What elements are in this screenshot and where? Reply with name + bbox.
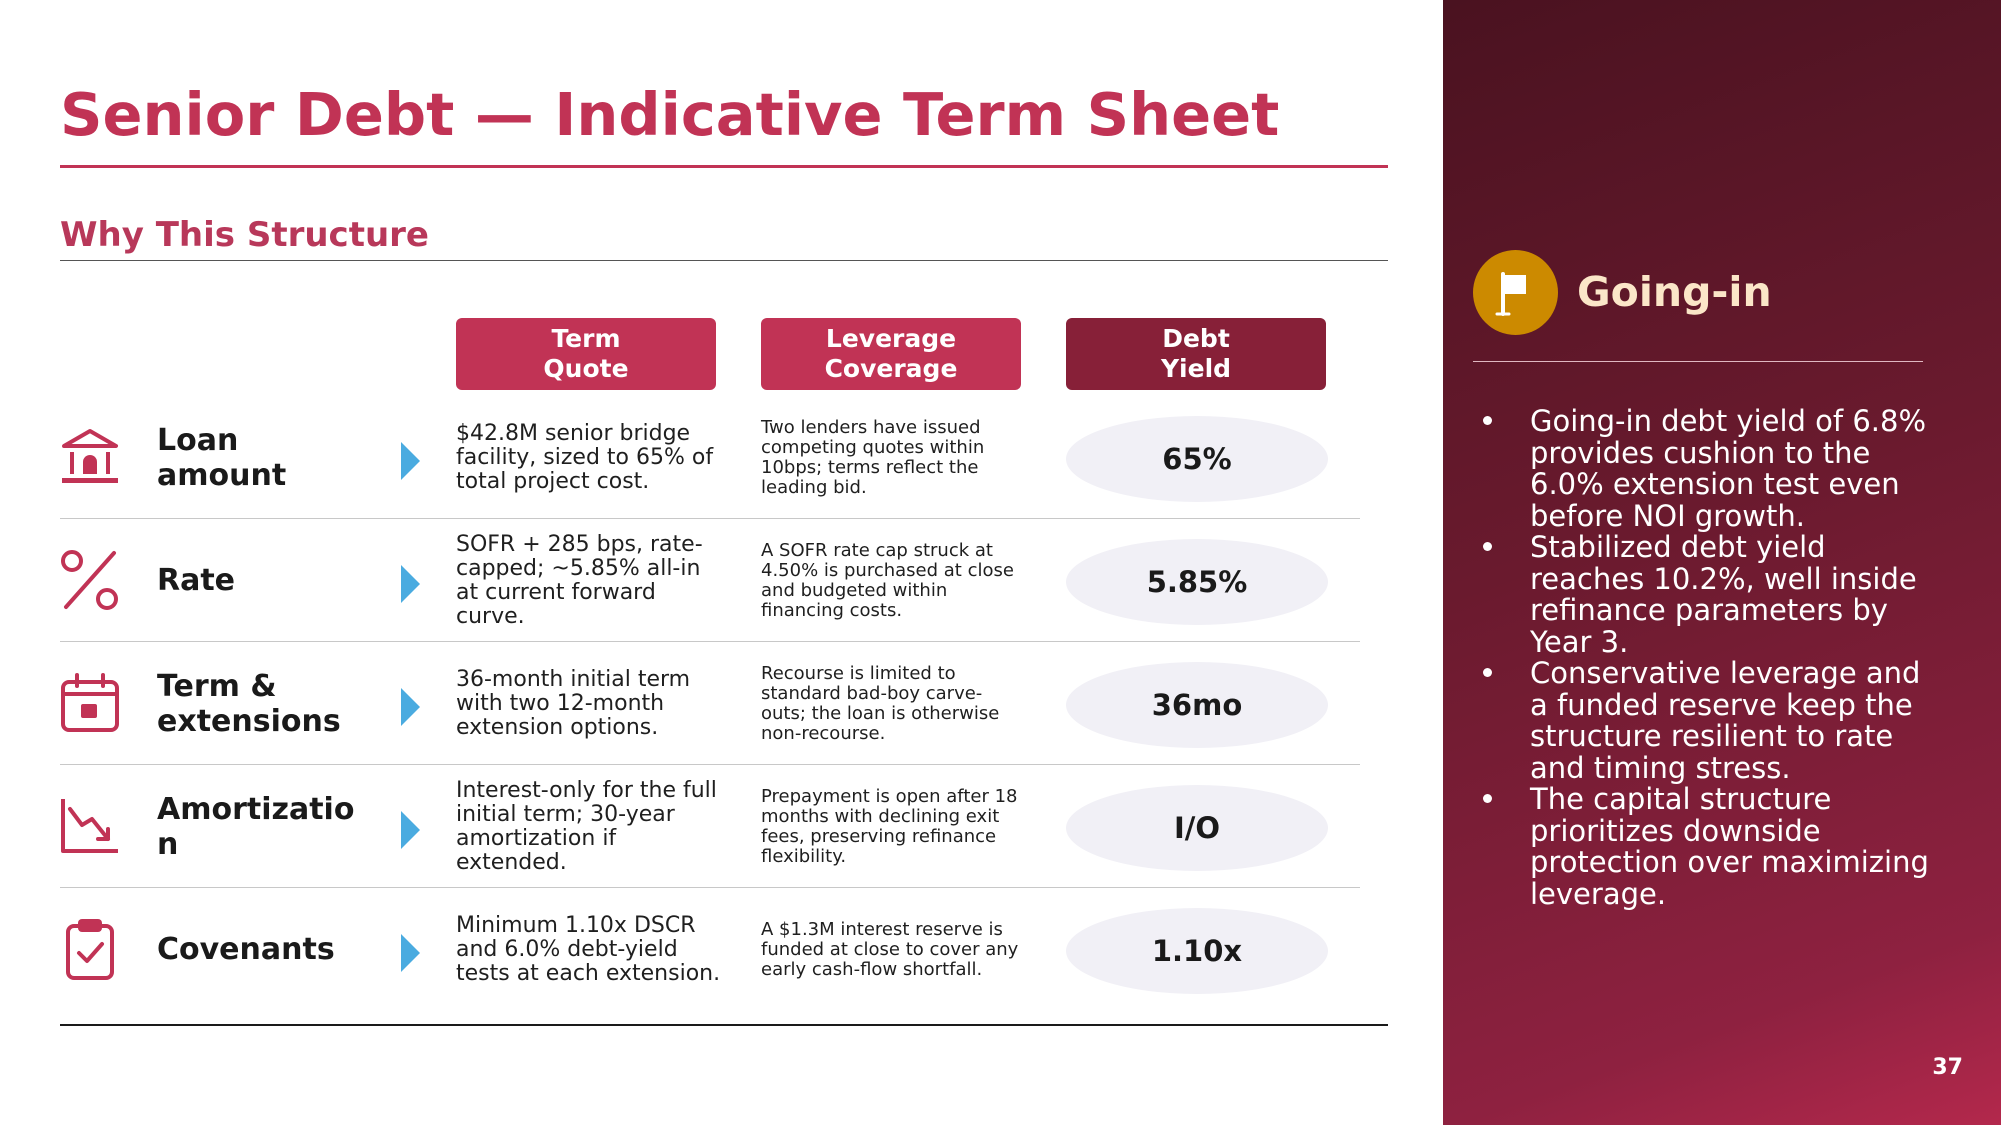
arrow-right-icon [401, 565, 420, 603]
debt-yield-value: I/O [1066, 785, 1328, 871]
page-title: Senior Debt — Indicative Term Sheet [60, 80, 1279, 149]
leverage-coverage-cell: Two lenders have issued competing quotes… [761, 396, 1026, 519]
clipboard-check-icon [60, 918, 120, 980]
debt-yield-value: 1.10x [1066, 908, 1328, 994]
arrow-right-icon [401, 442, 420, 480]
term-quote-cell: Interest-only for the full initial term;… [456, 765, 726, 888]
section-divider [60, 260, 1388, 261]
row-label: Rate [157, 519, 357, 642]
leverage-coverage-cell: Recourse is limited to standard bad-boy … [761, 642, 1026, 765]
term-row-amortization: Amortizatio n Interest-only for the full … [60, 765, 1360, 888]
term-row-rate: Rate SOFR + 285 bps, rate-capped; ~5.85%… [60, 519, 1360, 642]
term-row-term-extensions: Term & extensions 36-month initial term w… [60, 642, 1360, 765]
row-label: Amortizatio n [157, 765, 357, 888]
leverage-coverage-cell: Prepayment is open after 18 months with … [761, 765, 1026, 888]
term-quote-cell: $42.8M senior bridge facility, sized to … [456, 396, 726, 519]
arrow-right-icon [401, 811, 420, 849]
arrow-right-icon [401, 688, 420, 726]
page-number: 37 [1893, 1055, 1963, 1080]
term-quote-cell: 36-month initial term with two 12-month … [456, 642, 726, 765]
flag-icon [1473, 250, 1558, 335]
bullet-item: Going-in debt yield of 6.8% provides cus… [1473, 406, 1943, 532]
debt-yield-value: 65% [1066, 416, 1328, 502]
section-heading: Why This Structure [60, 215, 429, 255]
bullet-item: Stabilized debt yield reaches 10.2%, wel… [1473, 532, 1943, 658]
main-content: Senior Debt — Indicative Term Sheet Why … [0, 0, 1443, 1125]
calendar-icon [60, 672, 120, 734]
column-header-leverage-coverage: Leverage Coverage [761, 318, 1021, 390]
title-divider [60, 165, 1388, 168]
row-label: Loan amount [157, 396, 357, 519]
debt-yield-value: 5.85% [1066, 539, 1328, 625]
side-panel: Going-in Going-in debt yield of 6.8% pro… [1443, 0, 2001, 1125]
term-quote-cell: Minimum 1.10x DSCR and 6.0% debt-yield t… [456, 888, 726, 1011]
leverage-coverage-cell: A $1.3M interest reserve is funded at cl… [761, 888, 1026, 1011]
side-panel-divider [1473, 361, 1923, 362]
bullet-item: The capital structure prioritizes downsi… [1473, 784, 1943, 910]
percent-icon [60, 549, 120, 611]
term-quote-cell: SOFR + 285 bps, rate-capped; ~5.85% all-… [456, 519, 726, 642]
column-header-debt-yield: Debt Yield [1066, 318, 1326, 390]
row-label: Covenants [157, 888, 357, 1011]
term-row-loan-amount: Loan amount $42.8M senior bridge facility… [60, 396, 1360, 519]
table-bottom-rule [60, 1024, 1388, 1026]
side-panel-bullets: Going-in debt yield of 6.8% provides cus… [1473, 406, 1943, 910]
arrow-right-icon [401, 934, 420, 972]
leverage-coverage-cell: A SOFR rate cap struck at 4.50% is purch… [761, 519, 1026, 642]
bullet-item: Conservative leverage and a funded reser… [1473, 658, 1943, 784]
term-row-covenants: Covenants Minimum 1.10x DSCR and 6.0% de… [60, 888, 1360, 1011]
row-label: Term & extensions [157, 642, 357, 765]
bank-icon [60, 426, 120, 488]
column-header-term-quote: Term Quote [456, 318, 716, 390]
debt-yield-value: 36mo [1066, 662, 1328, 748]
side-panel-heading: Going-in [1577, 268, 1772, 316]
chart-down-icon [60, 795, 120, 857]
